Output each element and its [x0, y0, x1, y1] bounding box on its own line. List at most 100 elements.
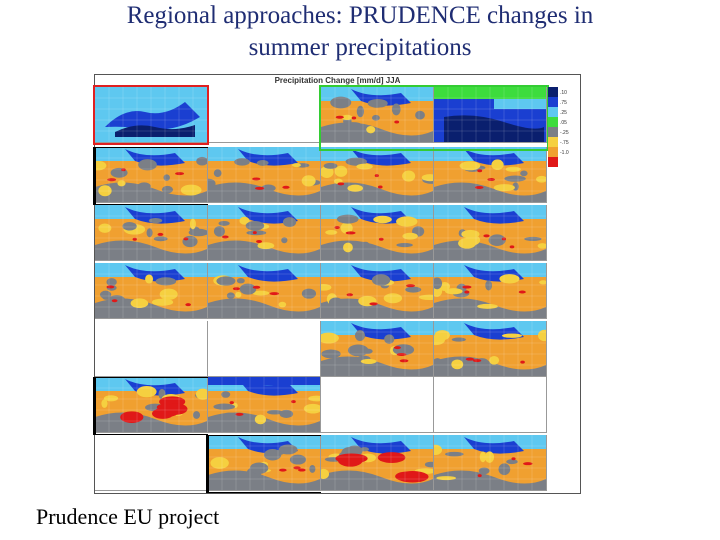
map-patch: [111, 299, 118, 303]
map-patch: [98, 185, 112, 197]
map-patch: [523, 462, 533, 466]
map-model: [208, 435, 321, 491]
map-patch: [434, 277, 443, 290]
map-empty: [434, 377, 547, 433]
figure-title: Precipitation Change [mm/d] JJA: [274, 76, 401, 85]
map-patch: [163, 174, 170, 181]
map-patch: [396, 243, 413, 248]
map-patch: [396, 216, 418, 227]
map-patch: [256, 160, 269, 166]
map-patch: [321, 332, 339, 344]
map-patch: [239, 283, 257, 295]
map-svg: [95, 205, 207, 260]
map-patch: [371, 274, 391, 286]
map-region: [321, 356, 433, 376]
map-patch: [518, 290, 526, 294]
map-patch: [216, 276, 236, 286]
map-region: [125, 207, 185, 224]
map-region: [208, 182, 320, 202]
map-patch: [505, 166, 521, 172]
map-model: [208, 377, 321, 433]
map-patch: [359, 447, 370, 452]
map-region: [351, 323, 411, 340]
map-patch: [221, 412, 237, 421]
map-model: [321, 263, 434, 319]
map-svg: [434, 321, 546, 376]
map-region: [238, 379, 298, 396]
map-patch: [493, 184, 515, 192]
map-patch: [255, 186, 265, 190]
map-patch: [483, 234, 490, 238]
map-model: [95, 147, 208, 203]
map-patch: [213, 226, 225, 237]
map-region: [238, 265, 298, 282]
map-patch: [402, 232, 418, 240]
map-patch: [356, 105, 365, 118]
map-region: [444, 115, 544, 142]
map-patch: [373, 215, 392, 224]
map-patch: [477, 169, 483, 173]
map-patch: [405, 286, 422, 293]
map-patch: [524, 236, 542, 242]
map-patch: [323, 162, 338, 169]
map-model: [321, 147, 434, 203]
map-patch: [107, 178, 117, 182]
map-patch: [499, 274, 520, 284]
legend-swatch: [548, 147, 558, 157]
map-patch: [374, 174, 379, 178]
legend-swatch: [548, 117, 558, 127]
map-patch: [537, 243, 546, 249]
map-patch: [415, 110, 425, 120]
map-patch: [136, 385, 157, 398]
map-patch: [321, 349, 341, 359]
map-svg: [434, 435, 546, 490]
map-patch: [249, 462, 269, 474]
map-patch: [455, 472, 463, 481]
map-svg: [321, 147, 433, 202]
map-patch: [378, 237, 384, 241]
map-patch: [309, 465, 316, 473]
map-patch: [269, 292, 280, 296]
title-line-2: summer precipitations: [248, 34, 472, 61]
map-patch: [340, 222, 353, 234]
map-patch: [274, 449, 285, 455]
highlight-black-frame: [206, 435, 321, 493]
map-region: [125, 149, 185, 166]
map-patch: [301, 288, 317, 299]
map-patch: [291, 400, 296, 404]
map-patch: [282, 217, 297, 228]
map-region: [95, 240, 207, 260]
slide-title: Regional approaches: PRUDENCE changes in…: [0, 0, 720, 64]
legend-labels: .10 .75 .25 .05 -.25 -.75 -1.0: [560, 88, 569, 158]
map-patch: [434, 444, 443, 456]
map-land: [105, 102, 200, 130]
map-patch: [321, 166, 334, 179]
map-patch: [334, 225, 340, 229]
map-patch: [121, 168, 126, 172]
map-patch: [146, 228, 153, 238]
map-patch: [196, 156, 207, 166]
map-band: [208, 377, 320, 385]
map-patch: [257, 242, 275, 250]
map-patch: [195, 388, 207, 400]
map-patch: [180, 184, 202, 196]
map-patch: [485, 453, 493, 463]
map-region: [238, 149, 298, 166]
map-patch: [362, 348, 373, 354]
map-patch: [458, 237, 477, 249]
map-patch: [239, 216, 250, 225]
map-patch: [278, 301, 287, 308]
map-model: [95, 377, 208, 433]
map-patch: [261, 184, 276, 192]
map-patch: [185, 303, 191, 307]
map-patch: [153, 236, 168, 242]
map-model: [208, 205, 321, 261]
map-patch: [334, 165, 348, 177]
legend-label: -.25: [560, 130, 569, 136]
map-patch: [229, 401, 234, 405]
legend-label: .10: [560, 90, 567, 96]
map-region: [351, 265, 411, 282]
map-patch: [122, 222, 137, 231]
map-patch: [252, 231, 257, 235]
map-patch: [106, 285, 115, 289]
